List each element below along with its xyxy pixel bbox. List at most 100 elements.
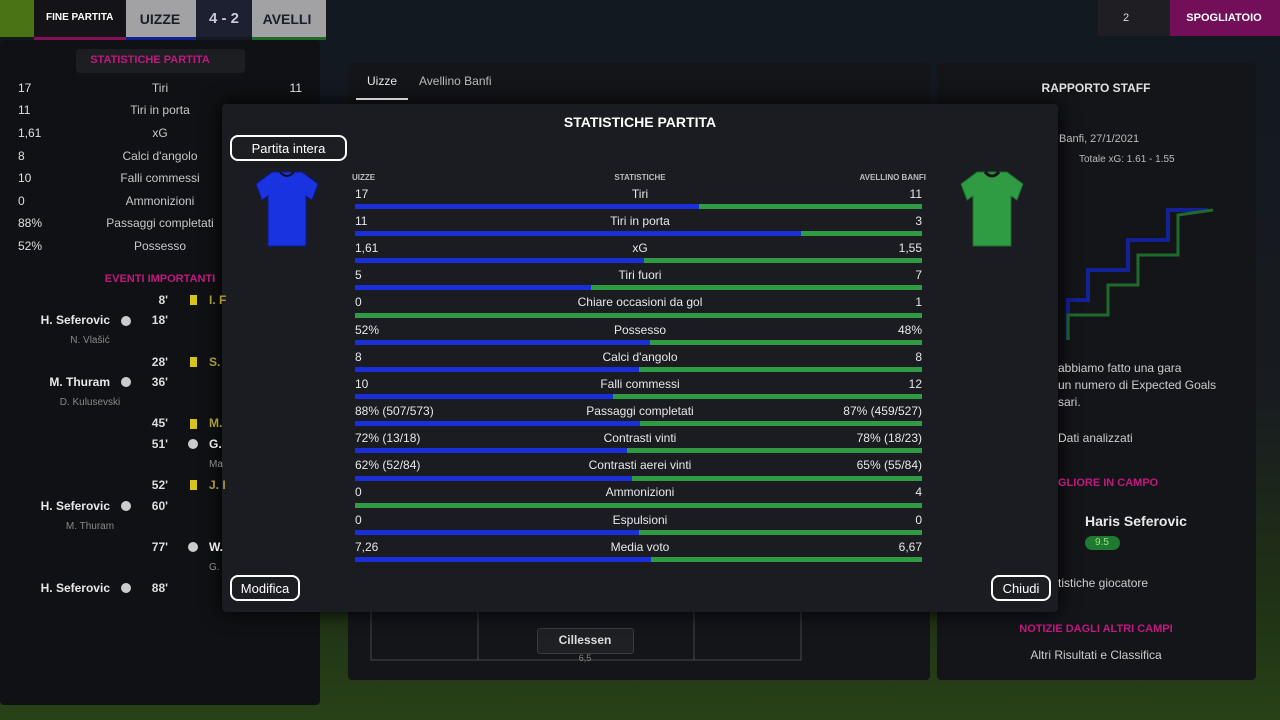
stat-bar-home <box>355 475 632 481</box>
row-home: 7,26 <box>355 539 379 554</box>
best-rating: 9.5 <box>1095 537 1109 548</box>
card-icon <box>190 480 197 491</box>
stat-home: 88% <box>18 216 43 231</box>
row-home: 52% <box>355 322 380 337</box>
row-label: xG <box>632 241 648 256</box>
home-box <box>126 0 196 40</box>
stat-bar-home <box>355 204 700 209</box>
row-label: Ammonizioni <box>605 485 675 500</box>
event-away-player: J. I <box>209 478 226 493</box>
row-away: 48% <box>897 322 922 337</box>
event-away-player: W. <box>209 540 223 554</box>
player-card <box>537 628 634 654</box>
user-count: 2 <box>1122 12 1130 25</box>
stats-button: STATISTICHE PARTITA <box>90 54 210 67</box>
row-home: 17 <box>355 186 369 201</box>
row-away: 65% (55/84) <box>856 458 922 473</box>
row-away: 0 <box>915 512 922 527</box>
stat-bar <box>355 394 922 400</box>
row-home: 5 <box>355 268 362 283</box>
row-home: 62% (52/84) <box>355 458 421 473</box>
row-home: 72% (13/18) <box>355 431 421 446</box>
event-away-sub: Ma <box>209 458 223 470</box>
stat-bar <box>355 312 922 318</box>
period-dropdown[interactable]: Partita intera <box>230 135 347 161</box>
event-minute: 51' <box>151 437 168 451</box>
stat-bar <box>355 339 922 345</box>
stat-bar <box>355 258 922 264</box>
stat-home: 0 <box>18 193 25 208</box>
row-away: 4 <box>915 485 922 500</box>
row-label: Calci d'angolo <box>602 349 678 364</box>
event-player: H. Seferovic <box>40 313 110 328</box>
row-home: 0 <box>355 512 362 527</box>
tab[interactable]: Avellino Banfi <box>419 73 492 88</box>
event-minute: 52' <box>151 478 168 493</box>
event-sub: M. Thuram <box>65 520 115 532</box>
row-away: 1 <box>915 295 922 310</box>
spogliatoio-box[interactable] <box>1170 0 1280 36</box>
event-player: H. Seferovic <box>40 498 110 513</box>
analysis-button[interactable]: Dati analizzati <box>1058 430 1133 445</box>
event-minute: 8' <box>158 292 168 307</box>
goal-icon <box>121 583 131 594</box>
stat-bar-home <box>355 285 592 291</box>
player-rating: 6,5 <box>578 652 592 663</box>
row-label: Chiare occasioni da gol <box>577 295 703 310</box>
event-away-sub: G. <box>209 561 220 573</box>
stat-home: 52% <box>18 239 43 253</box>
row-label: Tiri in porta <box>610 213 670 228</box>
player-stats-button[interactable]: tistiche giocatore <box>1058 575 1149 590</box>
away-shirt <box>960 170 1024 247</box>
row-label: Tiri <box>631 186 649 201</box>
row-label: Passaggi completati <box>586 404 694 418</box>
status-box <box>34 0 126 40</box>
row-home: 11 <box>355 213 368 228</box>
stat-label: Passaggi completati <box>106 216 214 231</box>
stat-label: Possesso <box>133 239 187 253</box>
event-minute: 77' <box>151 540 168 554</box>
events-title: EVENTI IMPORTANTI <box>104 273 216 286</box>
spogliatoio-button[interactable]: SPOGLIATOIO <box>1186 12 1262 25</box>
close-button[interactable]: Chiudi <box>991 575 1051 601</box>
news-button[interactable]: Altri Risultati e Classifica <box>1030 647 1162 662</box>
stat-bar-home <box>355 448 628 454</box>
stat-bar-home <box>355 339 650 345</box>
status-tag <box>0 0 34 37</box>
stat-bar <box>355 502 922 508</box>
event-minute: 60' <box>151 498 168 513</box>
staff-report-line: abbiamo fatto una gara <box>1058 360 1182 375</box>
stat-bar-home <box>355 556 651 562</box>
stat-label: Calci d'angolo <box>122 148 198 163</box>
stat-bar <box>355 204 922 209</box>
row-home: 10 <box>355 376 369 391</box>
row-label: Falli commessi <box>600 376 680 391</box>
row-away: 1,55 <box>898 241 922 256</box>
goal-icon <box>188 439 198 450</box>
event-player: M. Thuram <box>49 375 110 390</box>
staff-title: RAPPORTO STAFF <box>1041 80 1151 95</box>
stats-button-bg[interactable] <box>76 49 245 73</box>
edit-button[interactable]: Modifica <box>230 575 300 601</box>
header-stat: STATISTICHE <box>614 173 666 183</box>
user-box <box>1098 0 1170 36</box>
stat-bar-home <box>355 258 644 264</box>
goal-icon <box>121 501 131 511</box>
tab[interactable]: Uizze <box>367 73 398 88</box>
header-away: AVELLINO BANFI <box>859 173 926 183</box>
event-away-player: S. <box>209 354 221 369</box>
stat-bar <box>355 421 922 427</box>
goal-icon <box>188 542 198 553</box>
modal-title: STATISTICHE PARTITA <box>563 113 717 130</box>
best-title: GLIORE IN CAMPO <box>1058 477 1159 490</box>
row-label: Contrasti vinti <box>603 431 677 446</box>
row-label: Tiri fuori <box>618 268 662 283</box>
row-home: 8 <box>355 349 362 364</box>
event-minute: 28' <box>151 354 168 369</box>
stat-bar <box>355 366 922 372</box>
event-sub: N. Vlašić <box>70 335 110 347</box>
stat-bar-home <box>355 231 801 237</box>
stat-home: 8 <box>18 148 25 163</box>
stat-bar <box>355 448 922 454</box>
row-home: 88% (507/573) <box>355 404 434 418</box>
